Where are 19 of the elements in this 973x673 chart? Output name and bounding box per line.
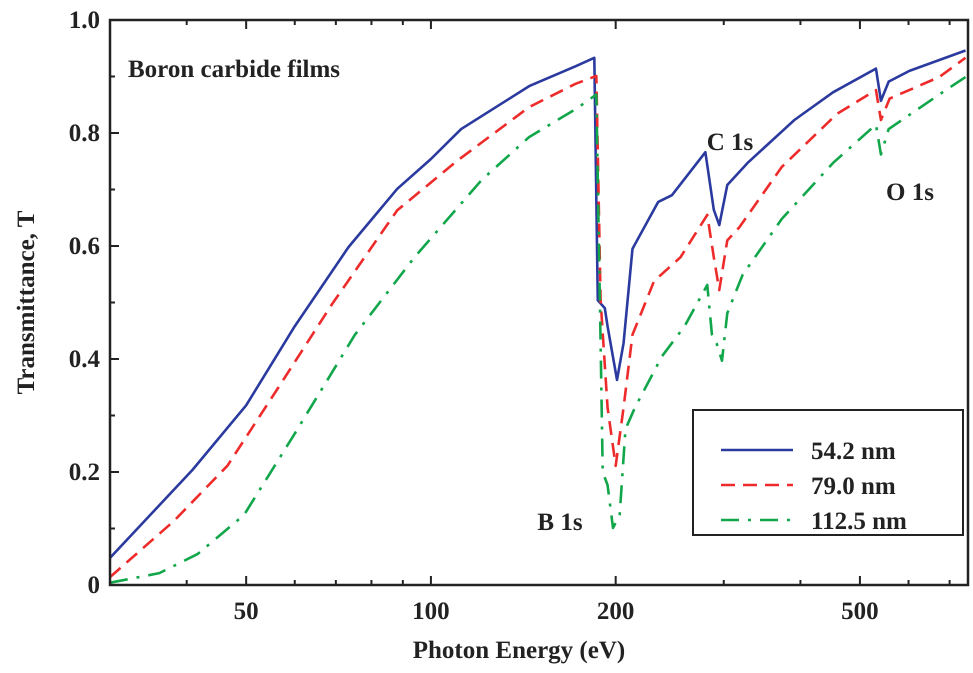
y-axis-title: Transmittance, T	[13, 210, 40, 394]
legend-label: 54.2 nm	[811, 438, 896, 465]
y-tick-label: 0	[88, 572, 100, 599]
legend-label: 79.0 nm	[811, 473, 896, 500]
legend-label: 112.5 nm	[811, 508, 908, 535]
annotation: B 1s	[537, 509, 583, 536]
y-tick-label: 0.8	[68, 120, 100, 147]
x-axis-title: Photon Energy (eV)	[412, 637, 626, 664]
y-tick-label: 1.0	[68, 7, 100, 34]
annotation: O 1s	[886, 179, 934, 206]
annotation: C 1s	[706, 129, 754, 156]
x-tick-label: 100	[412, 598, 450, 625]
x-tick-label: 200	[596, 598, 634, 625]
y-tick-label: 0.2	[68, 459, 100, 486]
y-tick-label: 0.6	[68, 233, 100, 260]
x-tick-label: 50	[234, 598, 259, 625]
y-tick-label: 0.4	[68, 346, 100, 373]
text: Boron carbide films	[128, 56, 340, 83]
x-tick-label: 500	[841, 598, 879, 625]
